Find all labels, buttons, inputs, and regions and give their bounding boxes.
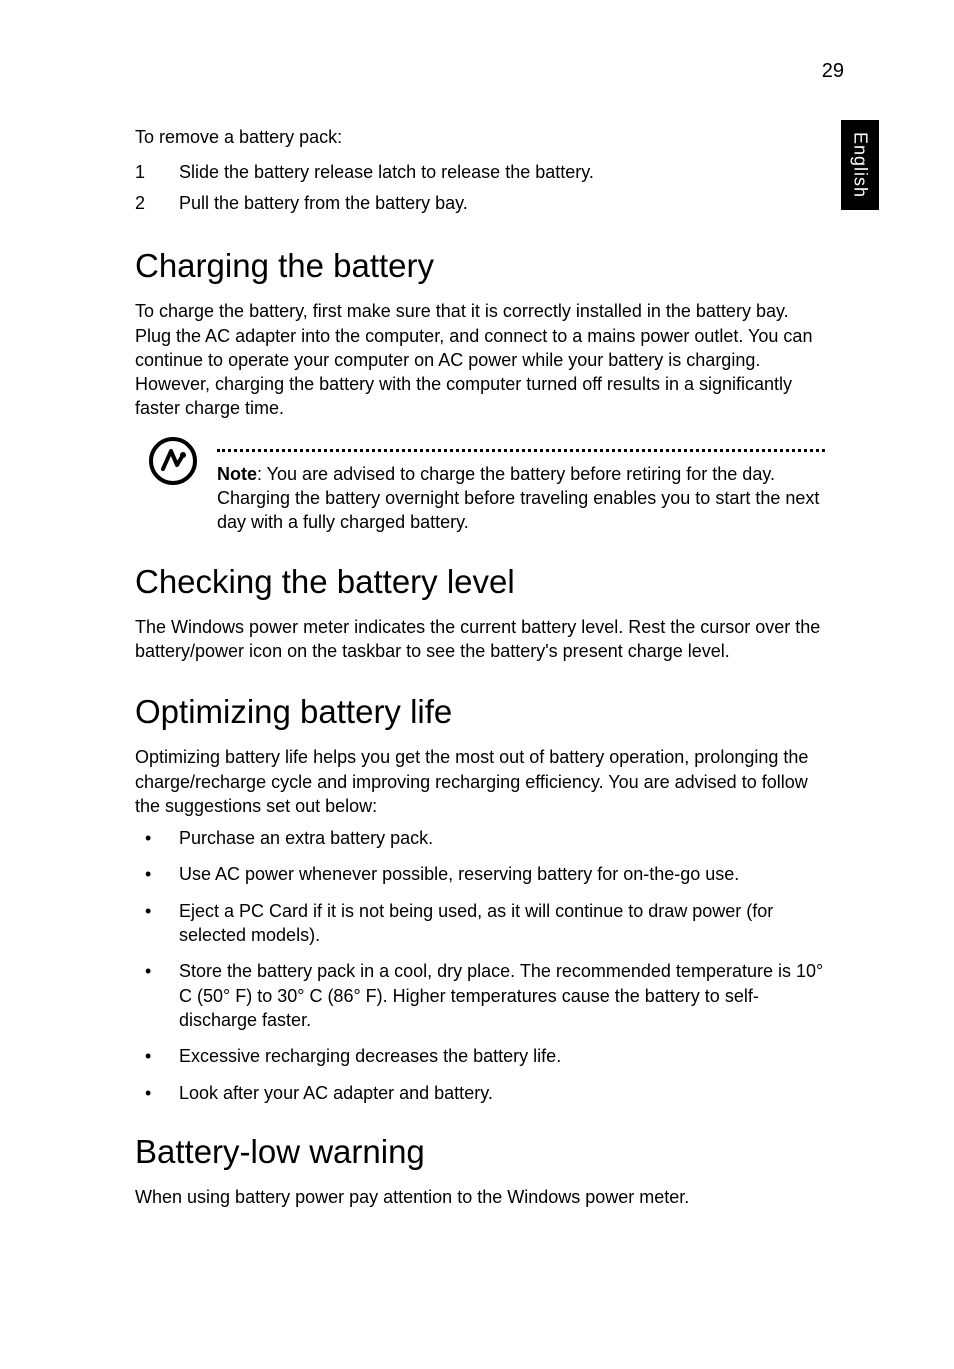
optimizing-bullets: Purchase an extra battery pack. Use AC p… xyxy=(135,826,825,1105)
page-number: 29 xyxy=(822,60,844,83)
list-item: Excessive recharging decreases the batte… xyxy=(135,1044,825,1068)
list-item: 1 Slide the battery release latch to rele… xyxy=(135,159,825,186)
list-item: Store the battery pack in a cool, dry pl… xyxy=(135,959,825,1032)
step-number: 2 xyxy=(135,190,145,217)
heading-optimizing: Optimizing battery life xyxy=(135,693,825,731)
heading-checking: Checking the battery level xyxy=(135,563,825,601)
note-body: : You are advised to charge the battery … xyxy=(217,464,819,533)
list-item: Use AC power whenever possible, reservin… xyxy=(135,862,825,886)
step-text: Slide the battery release latch to relea… xyxy=(179,162,594,182)
main-content: To remove a battery pack: 1 Slide the bat… xyxy=(135,125,825,1217)
list-item: 2 Pull the battery from the battery bay. xyxy=(135,190,825,217)
note-icon xyxy=(147,435,199,487)
step-number: 1 xyxy=(135,159,145,186)
list-item: Purchase an extra battery pack. xyxy=(135,826,825,850)
heading-charging: Charging the battery xyxy=(135,247,825,285)
remove-battery-steps: 1 Slide the battery release latch to rele… xyxy=(135,159,825,217)
optimizing-body: Optimizing battery life helps you get th… xyxy=(135,745,825,818)
note-label: Note xyxy=(217,464,257,484)
intro-text: To remove a battery pack: xyxy=(135,125,825,149)
batterylow-body: When using battery power pay attention t… xyxy=(135,1185,825,1209)
checking-body: The Windows power meter indicates the cu… xyxy=(135,615,825,664)
list-item: Look after your AC adapter and battery. xyxy=(135,1081,825,1105)
note-text: Note: You are advised to charge the batt… xyxy=(217,462,825,535)
language-tab: English xyxy=(841,120,879,210)
charging-body: To charge the battery, first make sure t… xyxy=(135,299,825,420)
note-content: Note: You are advised to charge the batt… xyxy=(217,439,825,535)
step-text: Pull the battery from the battery bay. xyxy=(179,193,468,213)
list-item: Eject a PC Card if it is not being used,… xyxy=(135,899,825,948)
note-block: Note: You are advised to charge the batt… xyxy=(135,439,825,535)
heading-batterylow: Battery-low warning xyxy=(135,1133,825,1171)
note-divider xyxy=(217,449,825,452)
